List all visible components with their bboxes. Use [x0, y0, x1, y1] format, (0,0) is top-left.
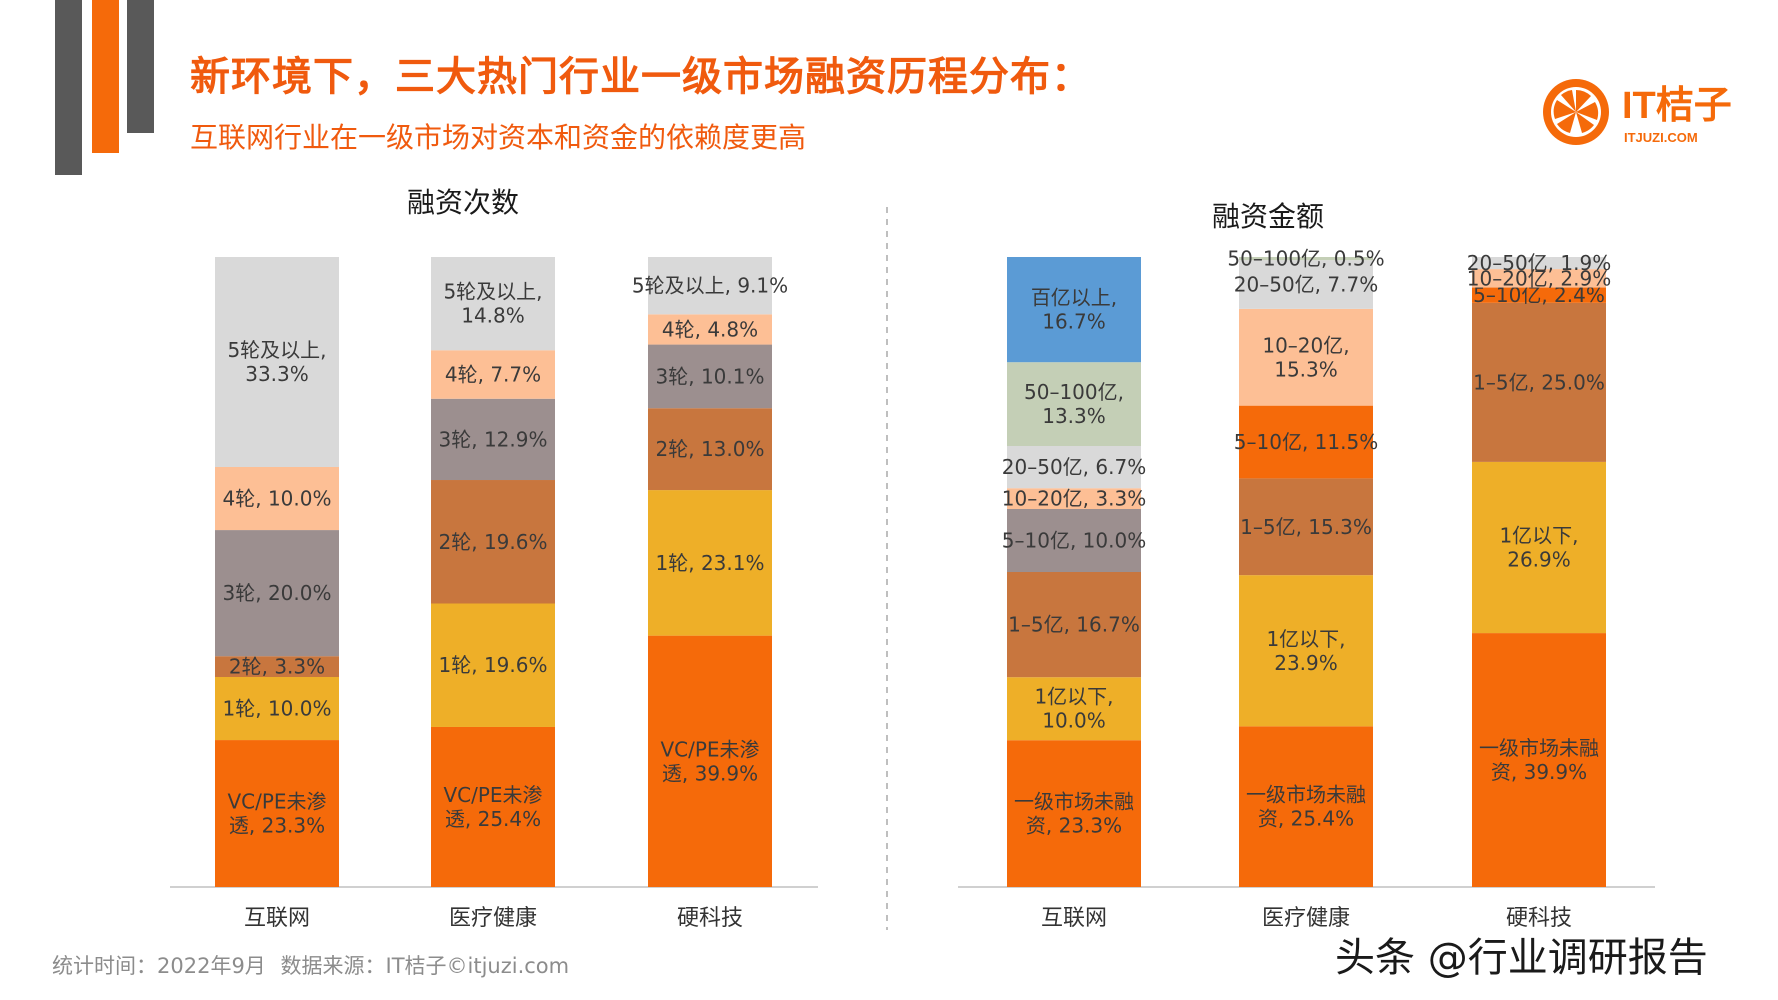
page-subtitle: 互联网行业在一级市场对资本和资金的依赖度更高 [190, 121, 807, 154]
bar-segment [1239, 260, 1373, 309]
bar-segment [1007, 509, 1141, 572]
data-label: 50–100亿, 0.5% [1227, 247, 1384, 271]
data-label: 1–5亿, 15.3% [1240, 515, 1372, 539]
decorative-bar-orange [92, 0, 119, 153]
footer-source: 数据来源：IT桔子©itjuzi.com [280, 954, 570, 978]
bar-segment [648, 314, 772, 345]
bar-segment [648, 257, 772, 315]
logo-domain: ITJUZI.COM [1624, 130, 1698, 145]
bar-segment [1472, 269, 1606, 288]
bar-segment [1472, 633, 1606, 887]
data-label: 百亿以上, 16.7% [1031, 286, 1117, 334]
bar-segment [1239, 308, 1373, 406]
data-label: 5轮及以上, 9.1% [632, 274, 788, 298]
decorative-bar-dark-right [127, 0, 154, 133]
bar-segment [1007, 257, 1141, 363]
bar-segment [1472, 287, 1606, 303]
itjuzi-logo: IT桔子 ITJUZI.COM [1540, 74, 1770, 154]
bar-segment [648, 635, 772, 887]
data-label: 4轮, 10.0% [223, 487, 332, 511]
bar-segment [1239, 575, 1373, 727]
bar-segment [1239, 726, 1373, 887]
bar-segment [648, 408, 772, 491]
bar-segment [431, 257, 555, 351]
bar-segment [1007, 572, 1141, 678]
data-label: 10–20亿, 15.3% [1262, 333, 1349, 381]
x-tick-label: 硬科技 [677, 906, 743, 931]
bar-segment [431, 350, 555, 399]
bar-segment [1007, 740, 1141, 887]
data-label: 1–5亿, 16.7% [1008, 613, 1140, 637]
bar-segment [1007, 362, 1141, 446]
bar-segment [215, 677, 339, 741]
bar-segment [1007, 488, 1141, 509]
bar-segment [1472, 257, 1606, 270]
data-label: 1亿以下, 26.9% [1499, 524, 1578, 572]
data-label: 5–10亿, 10.0% [1002, 529, 1146, 553]
x-tick-label: 互联网 [244, 906, 310, 931]
bar-segment [431, 726, 555, 887]
bar-segment [1472, 302, 1606, 462]
data-label: 20–50亿, 1.9% [1467, 251, 1611, 275]
footer-date: 统计时间：2022年9月 [52, 954, 266, 978]
data-label: 1轮, 19.6% [439, 653, 548, 677]
data-label: VC/PE未渗透, 39.9% [660, 737, 759, 785]
chart-title: 融资金额 [1212, 200, 1324, 233]
data-label: 2轮, 19.6% [439, 530, 548, 554]
decorative-bar-dark-left [55, 0, 82, 175]
data-label: 一级市场未融资, 23.3% [1014, 790, 1134, 838]
watermark: 头条 @行业调研报告 [1335, 935, 1708, 981]
data-label: 5轮及以上, 14.8% [443, 280, 542, 328]
bar-segment [215, 656, 339, 677]
data-label: 4轮, 4.8% [662, 317, 758, 341]
data-label: 20–50亿, 6.7% [1002, 455, 1146, 479]
page-title: 新环境下，三大热门行业一级市场融资历程分布： [190, 54, 1092, 100]
data-label: 1–5亿, 25.0% [1473, 370, 1605, 394]
bar-segment [1007, 677, 1141, 741]
orange-logo-icon: IT桔子 ITJUZI.COM [1543, 79, 1732, 145]
bar-segment [1239, 405, 1373, 479]
bar-segment [215, 740, 339, 887]
bar-segment [215, 467, 339, 531]
chart-title: 融资次数 [407, 186, 519, 219]
bar-segment [1472, 461, 1606, 634]
x-tick-label: 医疗健康 [1262, 906, 1350, 931]
data-label: 3轮, 20.0% [223, 581, 332, 605]
data-label: 3轮, 10.1% [656, 364, 765, 388]
data-label: VC/PE未渗透, 25.4% [443, 783, 542, 831]
data-label: 一级市场未融资, 39.9% [1479, 736, 1599, 784]
bar-segment [215, 530, 339, 657]
data-label: 50–100亿, 13.3% [1024, 380, 1124, 428]
data-label: 5–10亿, 11.5% [1234, 430, 1378, 454]
x-tick-label: 医疗健康 [449, 906, 537, 931]
x-tick-label: 硬科技 [1506, 906, 1572, 931]
data-label: 10–20亿, 3.3% [1002, 487, 1146, 511]
data-label: 1亿以下, 23.9% [1266, 627, 1345, 675]
bar-segment [431, 480, 555, 604]
bar-segment [1239, 257, 1373, 261]
data-label: 10–20亿, 2.9% [1467, 266, 1611, 290]
bar-segment [215, 257, 339, 467]
data-label: 5轮及以上, 33.3% [227, 338, 326, 386]
bar-segment [648, 490, 772, 636]
data-label: 20–50亿, 7.7% [1234, 273, 1378, 297]
data-label: 一级市场未融资, 25.4% [1246, 783, 1366, 831]
data-label: 2轮, 13.0% [656, 437, 765, 461]
bar-segment [431, 603, 555, 727]
logo-text: IT桔子 [1622, 85, 1732, 127]
data-label: 1轮, 23.1% [656, 551, 765, 575]
bar-segment [431, 398, 555, 481]
data-label: 1轮, 10.0% [223, 697, 332, 721]
bar-segment [1239, 478, 1373, 576]
data-label: 3轮, 12.9% [439, 427, 548, 451]
data-label: 4轮, 7.7% [445, 362, 541, 386]
x-tick-label: 互联网 [1041, 906, 1107, 931]
data-label: 2轮, 3.3% [229, 655, 325, 679]
data-label: 1亿以下, 10.0% [1034, 685, 1113, 733]
bar-segment [1007, 446, 1141, 489]
data-label: VC/PE未渗透, 23.3% [227, 790, 326, 838]
footer: 统计时间：2022年9月 数据来源：IT桔子©itjuzi.com [52, 950, 577, 980]
bar-segment [648, 344, 772, 409]
